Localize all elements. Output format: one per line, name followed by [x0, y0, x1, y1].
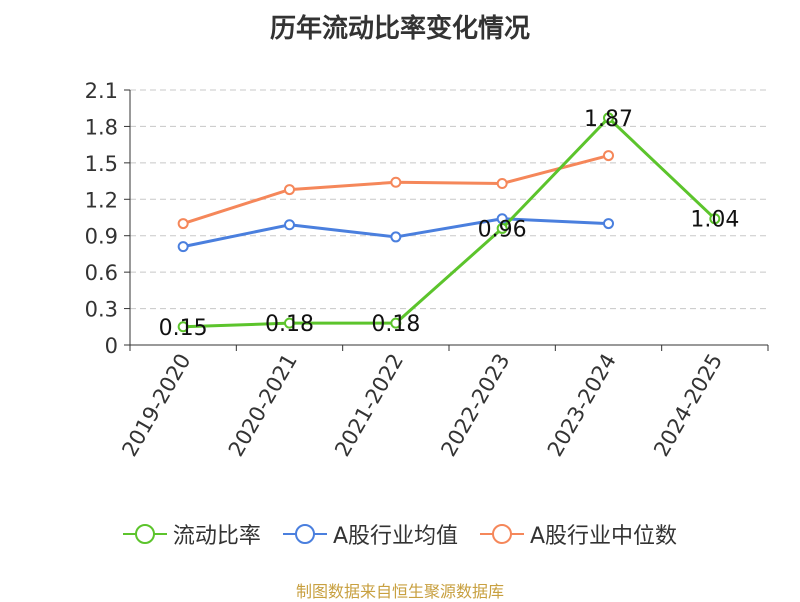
y-tick-label: 0.3	[85, 298, 118, 322]
legend-item[interactable]: A股行业均值	[282, 518, 458, 550]
data-point	[496, 222, 508, 234]
chart-legend: 流动比率 A股行业均值 A股行业中位数	[0, 518, 800, 550]
legend-item[interactable]: 流动比率	[122, 518, 261, 550]
data-point	[603, 112, 614, 124]
x-tick-label: 2022-2023	[436, 349, 514, 460]
data-label: 0.18	[371, 312, 420, 337]
data-point	[390, 317, 402, 329]
x-tick-label: 2023-2024	[543, 350, 621, 461]
data-point	[177, 321, 189, 333]
legend-line-marker-icon	[282, 524, 327, 544]
axis-layer: 0 0.3 0.6 0.9 1.2 1.5 1.8 2.1 2019-2020 2020-2021…	[85, 79, 769, 461]
data-point	[284, 184, 295, 196]
data-label-layer: 0.15 0.18 0.18 0.96 1.87 1.04	[159, 107, 740, 341]
series-0	[177, 112, 721, 333]
data-point	[603, 150, 614, 162]
legend-line-marker-icon	[122, 524, 167, 544]
y-tick-label: 0	[105, 334, 118, 358]
data-point	[496, 178, 508, 189]
legend-label: 流动比率	[172, 524, 261, 549]
chart-source-note: 制图数据来自恒生聚源数据库	[295, 582, 504, 601]
y-tick-label: 1.8	[85, 115, 118, 139]
y-tick-label: 0.6	[85, 261, 118, 285]
data-point	[603, 218, 614, 230]
y-tick-label: 0.9	[85, 225, 118, 249]
series-line	[183, 116, 716, 329]
x-tick-label: 2024-2025	[649, 350, 727, 461]
data-point	[709, 213, 721, 225]
y-tick-label: 1.2	[85, 188, 118, 212]
legend-line-marker-icon	[480, 524, 524, 544]
series-2	[177, 150, 614, 230]
series-layer	[177, 112, 721, 333]
y-tick-label: 2.1	[85, 79, 118, 103]
data-label: 1.04	[690, 208, 739, 233]
legend-label: A股行业中位数	[530, 524, 678, 549]
data-label: 0.18	[265, 312, 314, 337]
data-point	[177, 218, 189, 230]
data-point	[284, 219, 295, 231]
data-point	[284, 317, 295, 329]
legend-item[interactable]: A股行业中位数	[480, 518, 677, 550]
y-tick-label: 1.5	[85, 152, 118, 176]
data-point	[390, 176, 402, 188]
data-label: 1.87	[584, 107, 633, 132]
data-point	[177, 241, 189, 253]
x-tick-label: 2019-2020	[117, 350, 195, 461]
legend-label: A股行业均值	[332, 524, 458, 549]
data-label: 0.96	[478, 217, 527, 242]
series-line	[182, 154, 609, 226]
x-tick-label: 2021-2022	[330, 350, 408, 461]
x-tick-label: 2020-2021	[224, 350, 302, 461]
chart-title: 历年流动比率变化情况	[269, 14, 530, 44]
series-1	[177, 213, 614, 253]
data-point	[390, 231, 402, 243]
grid-layer	[130, 89, 768, 310]
data-label: 0.15	[159, 316, 208, 341]
